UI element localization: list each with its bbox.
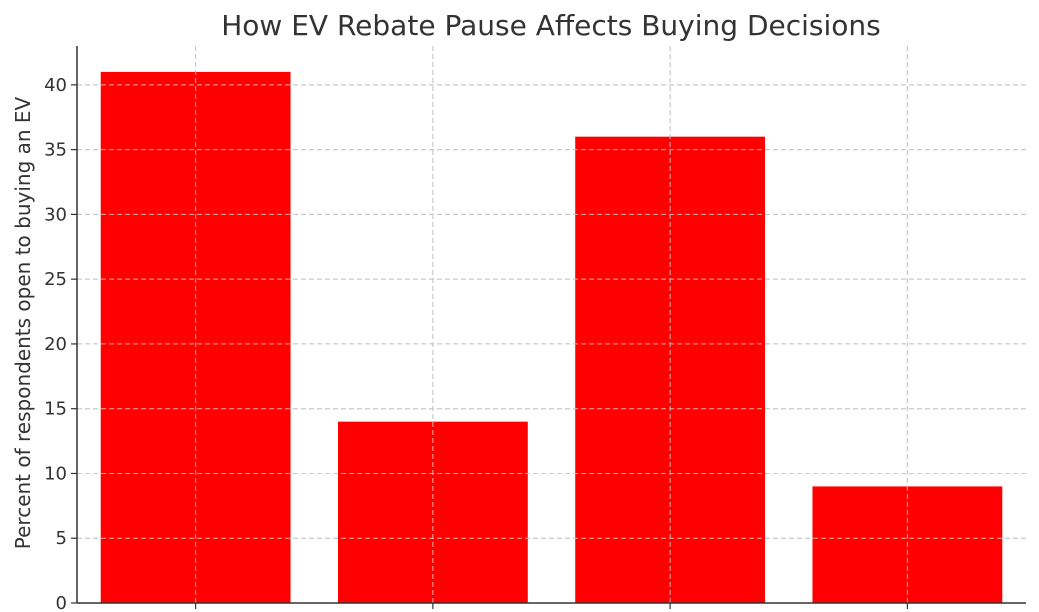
y-tick-label: 10 <box>44 463 67 484</box>
y-tick-label: 5 <box>56 528 67 549</box>
y-ticks: 0 5 10 15 20 25 30 35 40 <box>44 75 77 612</box>
axes <box>76 46 1026 604</box>
x-ticks: I'd still buy, rebate or notBuy without … <box>82 603 939 612</box>
chart-title: How EV Rebate Pause Affects Buying Decis… <box>221 9 881 42</box>
y-tick-label: 40 <box>44 75 67 96</box>
y-tick-label: 15 <box>44 399 67 420</box>
y-tick-label: 25 <box>44 269 67 290</box>
bars <box>77 46 1026 603</box>
y-tick-label: 0 <box>56 593 67 612</box>
y-tick-label: 20 <box>44 334 67 355</box>
y-tick-label: 30 <box>44 204 67 225</box>
y-tick-label: 35 <box>44 140 67 161</box>
y-axis-label: Percent of respondents open to buying an… <box>11 96 35 549</box>
